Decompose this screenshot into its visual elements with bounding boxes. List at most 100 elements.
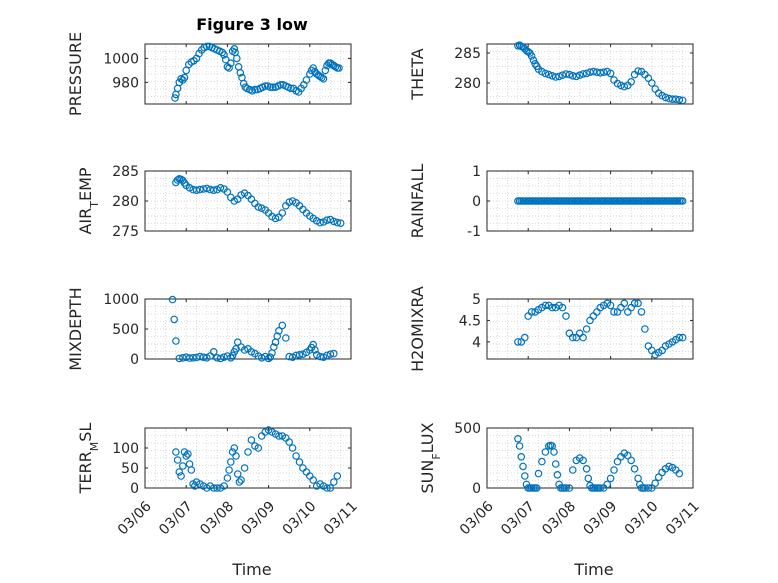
- data-point: [562, 484, 570, 492]
- data-point: [192, 186, 201, 195]
- data-point: [333, 218, 342, 227]
- data-point: [203, 184, 211, 193]
- data-point: [565, 484, 574, 492]
- y-tick-label: 0: [472, 194, 481, 210]
- data-point: [184, 450, 192, 458]
- data-point: [285, 352, 294, 361]
- panel-h2omixra: 4 4.5 5 H2OMIXRA: [408, 286, 694, 372]
- data-point: [271, 214, 280, 223]
- data-point: [329, 349, 338, 358]
- data-point: [266, 83, 275, 92]
- data-point: [213, 484, 221, 492]
- data-point: [323, 484, 331, 492]
- y-label-part: RAINFALL: [408, 164, 427, 239]
- data-point: [555, 72, 563, 81]
- y-axis-label: RAINFALL: [408, 164, 427, 239]
- data-point: [209, 347, 218, 356]
- data-point: [187, 466, 196, 474]
- data-point: [317, 73, 326, 82]
- data-point: [634, 299, 642, 308]
- data-point: [227, 59, 235, 68]
- y-tick-label: 275: [112, 224, 139, 240]
- y-tick-label: 5: [472, 292, 481, 308]
- data-point: [216, 184, 225, 192]
- data-point: [276, 81, 285, 89]
- data-point: [333, 472, 342, 480]
- data-point: [261, 82, 270, 90]
- y-label-part: AIR: [76, 208, 95, 235]
- axes-box: [486, 298, 694, 360]
- data-point: [596, 69, 605, 77]
- data-point: [335, 64, 343, 72]
- data-point: [678, 96, 687, 105]
- data-point: [532, 484, 541, 492]
- y-label-part: PRESSURE: [66, 32, 85, 116]
- data-point: [182, 452, 191, 460]
- data-point: [323, 351, 331, 360]
- y-label-part: SL: [76, 423, 95, 442]
- data-point: [232, 344, 240, 353]
- data-point: [551, 73, 560, 81]
- data-point: [541, 448, 550, 456]
- data-point: [236, 69, 245, 77]
- y-label-part: H2OMIXRA: [408, 286, 427, 372]
- data-point: [196, 185, 204, 194]
- data-point: [220, 50, 228, 59]
- data-markers: [514, 197, 687, 205]
- data-point: [180, 73, 189, 82]
- data-point: [582, 325, 591, 333]
- data-point: [309, 64, 318, 72]
- panel-theta: 280 285 THETA: [408, 41, 694, 105]
- figure-title: Figure 3 low: [196, 15, 308, 34]
- data-markers: [172, 426, 342, 492]
- data-point: [223, 474, 232, 482]
- data-point: [603, 480, 612, 489]
- axes-box: [486, 43, 694, 105]
- data-point: [321, 66, 330, 75]
- data-point: [241, 83, 250, 92]
- data-point: [572, 72, 581, 81]
- y-tick-label: 285: [112, 164, 139, 180]
- y-tick-label: 0: [130, 352, 139, 368]
- data-point: [170, 315, 179, 324]
- data-markers: [514, 434, 684, 492]
- data-point: [225, 466, 233, 474]
- y-axis-label: H2OMIXRA: [408, 286, 427, 372]
- data-point: [230, 44, 239, 53]
- y-tick-label: 280: [112, 194, 139, 210]
- y-axis-label: SUNFLUX: [418, 422, 443, 493]
- data-point: [630, 464, 639, 473]
- data-point: [233, 54, 241, 63]
- y-label-subscript: M: [88, 442, 101, 452]
- y-label-part: THETA: [408, 48, 427, 100]
- data-point: [562, 70, 570, 78]
- data-point: [606, 301, 615, 310]
- y-tick-label: 0: [472, 481, 481, 497]
- data-point: [232, 452, 240, 460]
- data-point: [599, 68, 608, 77]
- data-point: [177, 75, 185, 83]
- data-point: [515, 442, 524, 450]
- data-point: [326, 350, 335, 359]
- data-point: [651, 479, 660, 488]
- data-point: [534, 469, 543, 478]
- x-axis-label-left: Time: [231, 560, 271, 579]
- axes-box: [144, 43, 352, 105]
- data-point: [620, 82, 629, 91]
- data-point: [520, 333, 529, 342]
- data-point: [288, 444, 297, 452]
- y-tick-label: 4.5: [459, 313, 481, 329]
- data-point: [230, 444, 239, 452]
- y-tick-label: 1000: [103, 51, 139, 67]
- y-label-subscript: F: [430, 453, 443, 459]
- data-point: [302, 76, 311, 84]
- data-markers: [514, 299, 687, 359]
- data-point: [237, 476, 245, 484]
- data-point: [538, 457, 546, 466]
- data-point: [527, 308, 536, 316]
- data-point: [269, 343, 278, 351]
- data-point: [292, 452, 300, 460]
- data-point: [209, 186, 218, 195]
- data-point: [627, 78, 636, 86]
